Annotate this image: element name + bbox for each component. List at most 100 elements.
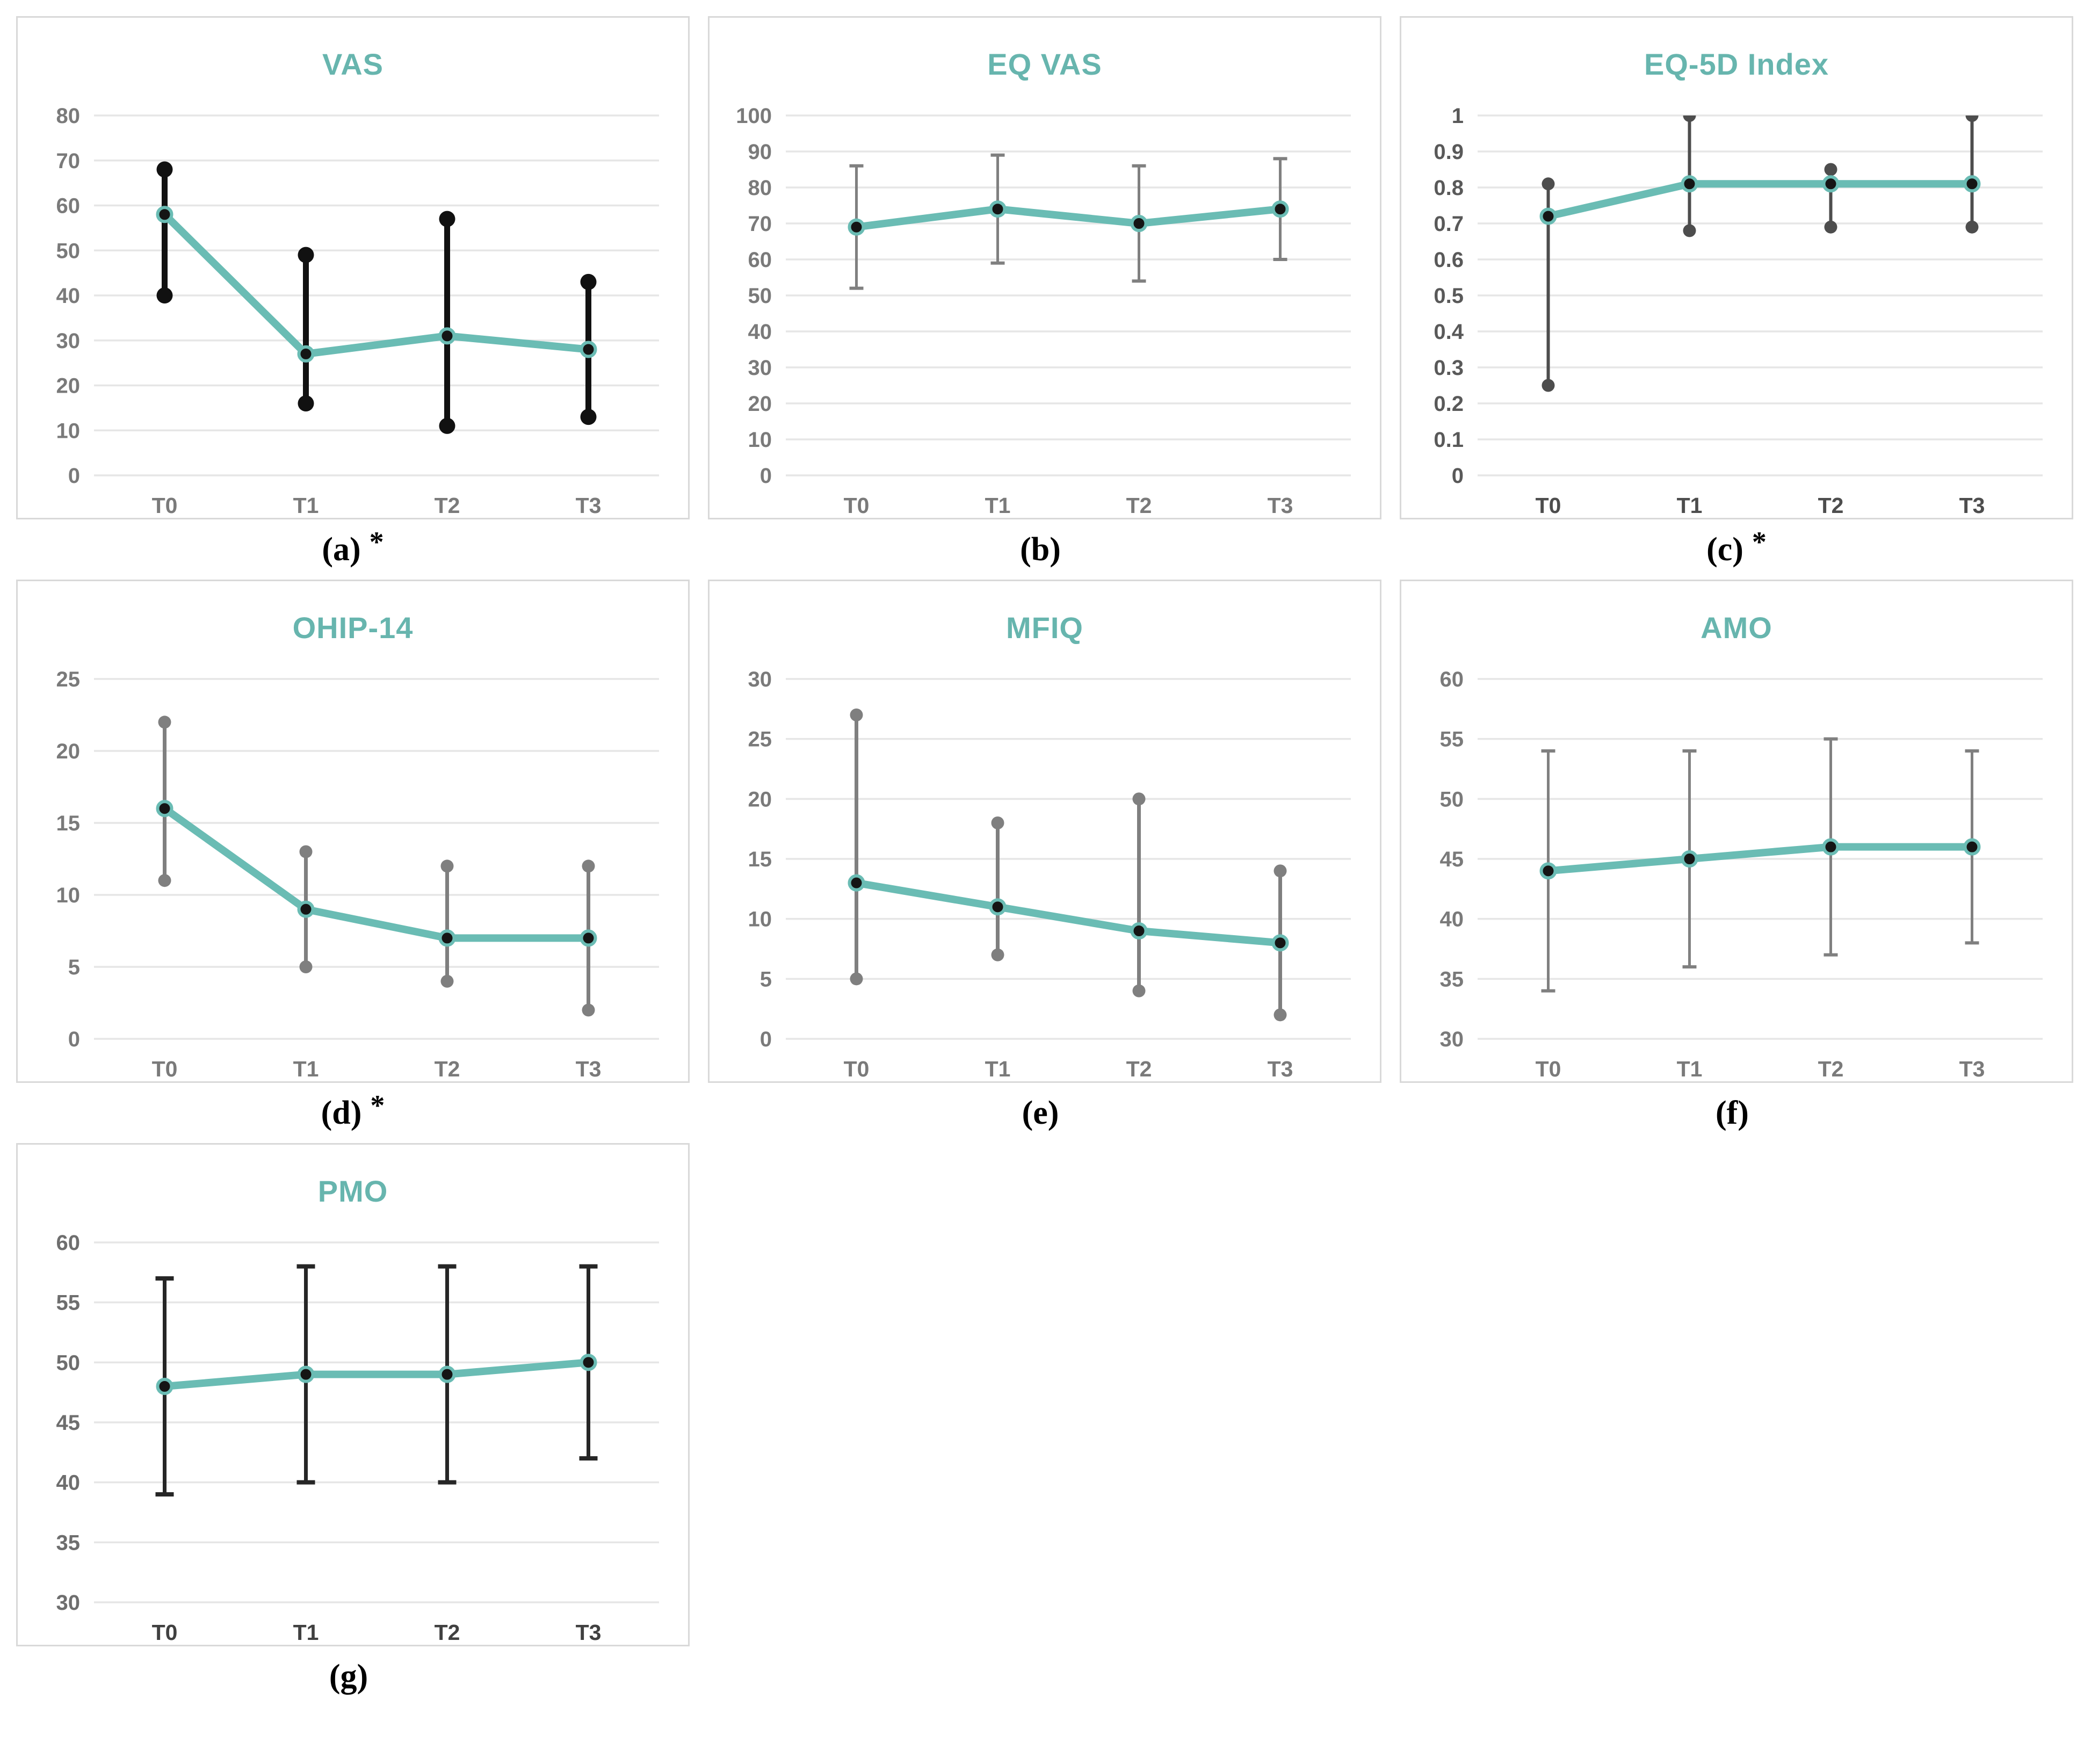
error-bar-top-dot [1683, 115, 1696, 122]
y-tick-label: 35 [1440, 967, 1464, 991]
x-category-label: T2 [435, 493, 460, 518]
mean-marker [156, 1378, 173, 1395]
y-tick-label: 50 [56, 239, 81, 263]
y-tick-label: 0 [68, 464, 80, 488]
chart-plot-eq-vas: 0 10 20 30 40 50 60 70 80 90 100 T0 T1 T2 T3 [736, 104, 1351, 518]
mean-marker [438, 1365, 456, 1383]
y-tick-label: 30 [748, 356, 772, 380]
chart-panel-amo: AMO 30 35 40 45 50 55 60 T0 T1 T2 T3 [1400, 580, 2073, 1083]
x-category-label: T1 [1677, 1057, 1703, 1081]
error-bar-top-dot [158, 715, 171, 729]
y-tick-label: 20 [748, 787, 772, 811]
error-bars [1542, 115, 1979, 392]
y-tick-label: 0 [1452, 464, 1464, 488]
caption-letter-c: (c) [1706, 531, 1743, 568]
x-category-label: T0 [844, 493, 870, 518]
error-bar-top-dot [156, 161, 173, 178]
error-bar-bottom-dot [1132, 984, 1146, 997]
y-tick-label: 55 [1440, 728, 1464, 751]
caption-d: (d) * [16, 1083, 690, 1143]
mean-marker [1539, 207, 1557, 225]
caption-letter-a: (a) [322, 531, 361, 568]
error-bars [850, 709, 1287, 1022]
chart-title-vas: VAS [322, 47, 383, 81]
chart-plot-mfiq: 0 5 10 15 20 25 30 T0 T1 T2 T3 [748, 668, 1351, 1081]
mean-marker [1822, 838, 1840, 856]
error-bar-top-dot [440, 859, 454, 873]
error-bar-top-dot [850, 709, 863, 721]
mean-marker [438, 929, 456, 947]
chart-panel-pmo: PMO 30 35 40 45 50 55 60 T0 T1 T2 T3 [16, 1143, 690, 1646]
error-bar-top-dot [580, 273, 597, 290]
chart-plot-eq5d-index: 0 0.1 0.2 0.3 0.4 0.5 0.6 0.7 0.8 0.9 1 T0 T1 T2 T3 [1434, 104, 2043, 518]
chart-plot-ohip-14: 0 5 10 15 20 25 T0 T1 T2 T3 [56, 668, 659, 1081]
y-tick-label: 0.7 [1434, 212, 1464, 236]
y-tick-label: 35 [56, 1531, 81, 1555]
y-tick-label: 20 [56, 374, 81, 398]
chart-title-ohip-14: OHIP-14 [292, 611, 414, 645]
error-bar-top-dot [1542, 177, 1555, 191]
y-tick-label: 100 [736, 104, 772, 128]
x-category-label: T1 [985, 493, 1011, 518]
caption-letter-d: (d) [321, 1094, 362, 1131]
x-category-label: T2 [435, 1620, 460, 1645]
mean-marker [1681, 175, 1698, 193]
y-tick-label: 45 [1440, 848, 1464, 871]
error-bar-bottom-dot [850, 972, 863, 986]
mean-marker [297, 900, 315, 918]
cell-eq5d-index: EQ-5D Index 0 0.1 0.2 0.3 0.4 0.5 0.6 0.7 0.8 0.9… [1400, 16, 2073, 580]
mean-marker [989, 898, 1007, 916]
mean-marker [580, 929, 597, 947]
error-bar-bottom-dot [439, 417, 455, 434]
chart-plot-amo: 30 35 40 45 50 55 60 T0 T1 T2 T3 [1440, 668, 2043, 1081]
y-tick-label: 45 [56, 1411, 81, 1435]
y-tick-label: 5 [760, 967, 772, 991]
x-category-label: T0 [1536, 1057, 1561, 1081]
mean-marker [580, 341, 597, 358]
mean-marker [156, 800, 173, 818]
x-category-label: T3 [576, 493, 602, 518]
x-category-label: T2 [435, 1057, 460, 1081]
y-tick-label: 30 [56, 1591, 81, 1615]
error-bar-top-dot [1824, 163, 1837, 176]
error-bars [156, 161, 597, 434]
significance-star-a: * [369, 526, 384, 558]
error-bar-bottom-dot [1273, 1008, 1287, 1022]
y-tick-label: 80 [56, 104, 81, 128]
error-bar-top-dot [439, 211, 455, 227]
series-line [852, 205, 1284, 231]
caption-c: (c) * [1400, 519, 2073, 580]
y-tick-label: 40 [56, 284, 81, 308]
y-tick-label: 0.6 [1434, 248, 1464, 272]
y-tick-label: 80 [748, 176, 772, 200]
error-bar-bottom-dot [582, 1003, 595, 1017]
x-category-label: T1 [985, 1057, 1011, 1081]
x-category-label: T2 [1818, 1057, 1844, 1081]
chart-panel-vas: VAS 0 10 20 30 40 50 60 70 80 T0 T1 T2 T3 [16, 16, 690, 519]
error-bar-bottom-dot [991, 948, 1004, 961]
y-tick-label: 50 [1440, 787, 1464, 811]
mean-marker [848, 218, 865, 236]
x-category-label: T1 [293, 1620, 319, 1645]
y-tick-label: 30 [56, 329, 81, 353]
y-tick-label: 60 [56, 194, 81, 218]
cell-mfiq: MFIQ 0 5 10 15 20 25 30 T0 T1 T2 T3 (e) [708, 580, 1381, 1143]
series-line [161, 211, 592, 358]
mean-marker [848, 874, 865, 892]
x-category-label: T0 [1536, 493, 1561, 518]
cell-ohip-14: OHIP-14 0 5 10 15 20 25 T0 T1 T2 T3 (d) * [16, 580, 690, 1143]
x-category-label: T2 [1126, 493, 1152, 518]
y-tick-label: 25 [748, 728, 772, 751]
x-category-label: T3 [576, 1057, 602, 1081]
chart-title-eq5d-index: EQ-5D Index [1644, 47, 1829, 81]
y-tick-label: 10 [748, 908, 772, 931]
y-tick-label: 70 [56, 149, 81, 173]
y-tick-label: 0.9 [1434, 140, 1464, 164]
y-tick-label: 25 [56, 668, 81, 691]
y-tick-label: 0.3 [1434, 356, 1464, 380]
caption-f: (f) [1400, 1083, 2073, 1143]
caption-a: (a) * [16, 519, 690, 580]
error-bar-top-dot [1132, 792, 1146, 806]
mean-marker [1539, 862, 1557, 880]
y-tick-label: 5 [68, 956, 80, 979]
